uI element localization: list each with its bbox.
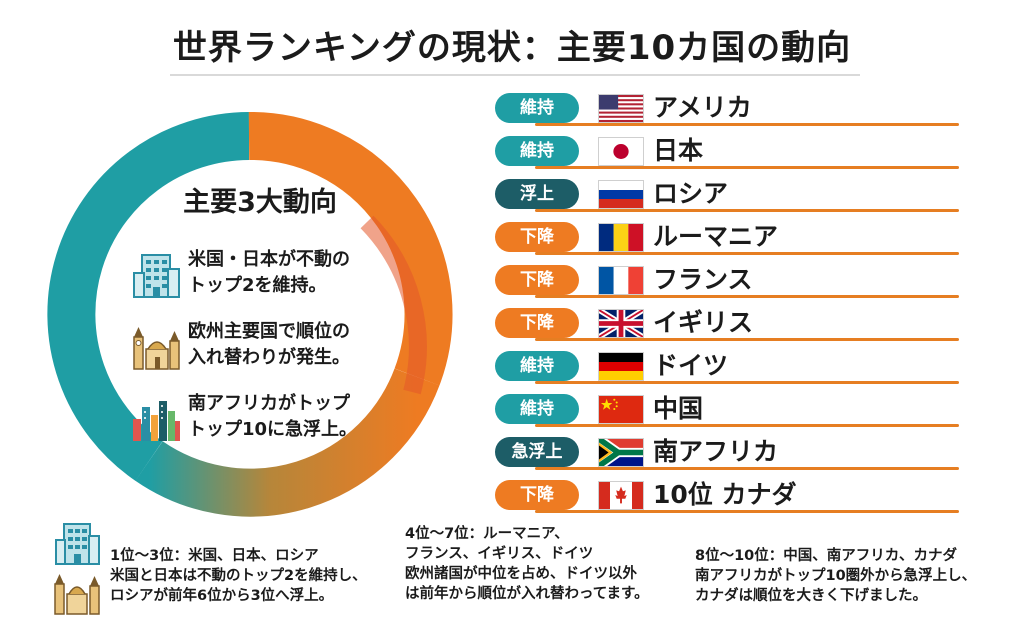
trend-item: 南アフリカがトップ トップ10に急浮上。 — [130, 391, 390, 457]
ranking-row: 下降 10位 カナダ — [495, 475, 965, 515]
country-name: ドイツ — [653, 351, 729, 380]
trend-text: 欧州主要国で順位の 入れ替わりが発生。 — [188, 321, 350, 368]
row-divider — [535, 467, 959, 470]
status-badge: 維持 — [495, 394, 579, 424]
country-name: 南アフリカ — [653, 437, 779, 466]
trend-text: 米国・日本が不動の トップ2を維持。 — [188, 249, 350, 296]
row-divider — [535, 166, 959, 169]
uk-flag-icon — [598, 309, 644, 338]
ranking-row: 下降 イギリス — [495, 303, 965, 343]
china-flag-icon — [598, 395, 644, 424]
trend-item: 米国・日本が不動の トップ2を維持。 — [130, 247, 390, 313]
country-name: ロシア — [653, 179, 729, 208]
row-divider — [535, 209, 959, 212]
germany-flag-icon — [598, 352, 644, 381]
donut-ring — [37, 102, 461, 526]
ranking-row: 下降 ルーマニア — [495, 217, 965, 257]
country-name: 中国 — [653, 394, 704, 423]
ranking-row: 維持 日本 — [495, 131, 965, 171]
country-name: 日本 — [653, 136, 704, 165]
note-ranks-1-3: 1位〜3位：米国、日本、ロシア 米国と日本は不動のトップ2を維持し、 ロシアが前… — [110, 548, 367, 604]
country-name: 10位 カナダ — [653, 480, 797, 509]
ranking-row: 維持 ドイツ — [495, 346, 965, 386]
status-badge: 下降 — [495, 265, 579, 295]
office-building-icon — [52, 520, 102, 566]
ranking-row: 急浮上 南アフリカ — [495, 432, 965, 472]
status-badge: 急浮上 — [495, 437, 579, 467]
office-building-icon — [130, 249, 182, 301]
status-badge: 維持 — [495, 136, 579, 166]
trend-text: 南アフリカがトップ トップ10に急浮上。 — [188, 393, 358, 440]
country-name: アメリカ — [653, 93, 752, 122]
south-africa-flag-icon — [598, 438, 644, 467]
country-name: ルーマニア — [653, 222, 779, 251]
ranking-row: 下降 フランス — [495, 260, 965, 300]
row-divider — [535, 123, 959, 126]
canada-flag-icon — [598, 481, 644, 510]
summary-title: 主要3大動向 — [183, 187, 337, 218]
row-divider — [535, 424, 959, 427]
row-divider — [535, 295, 959, 298]
status-badge: 下降 — [495, 222, 579, 252]
status-badge: 維持 — [495, 351, 579, 381]
european-landmarks-icon — [52, 570, 102, 616]
row-divider — [535, 510, 959, 513]
page-title: 世界ランキングの現状：主要10カ国の動向 — [172, 28, 852, 68]
usa-flag-icon — [598, 94, 644, 123]
row-divider — [535, 252, 959, 255]
romania-flag-icon — [598, 223, 644, 252]
european-landmarks-icon — [130, 321, 182, 373]
status-badge: 浮上 — [495, 179, 579, 209]
japan-flag-icon — [598, 137, 644, 166]
country-name: イギリス — [653, 308, 754, 337]
ranking-row: 維持 中国 — [495, 389, 965, 429]
trend-item: 欧州主要国で順位の 入れ替わりが発生。 — [130, 319, 390, 385]
status-badge: 維持 — [495, 93, 579, 123]
russia-flag-icon — [598, 180, 644, 209]
status-badge: 下降 — [495, 480, 579, 510]
status-badge: 下降 — [495, 308, 579, 338]
title-divider — [170, 74, 860, 76]
france-flag-icon — [598, 266, 644, 295]
row-divider — [535, 381, 959, 384]
city-skyline-icon — [130, 393, 182, 445]
row-divider — [535, 338, 959, 341]
note-ranks-4-7: 4位〜7位：ルーマニア、 フランス、イギリス、ドイツ 欧州諸国が中位を占め、ドイ… — [405, 526, 649, 602]
note-ranks-8-10: 8位〜10位：中国、南アフリカ、カナダ 南アフリカがトップ10圏外から急浮上し、… — [695, 548, 977, 604]
country-name: フランス — [653, 265, 753, 294]
summary-panel: 主要3大動向 米国・日本が不動の トップ2を維持。 — [130, 180, 390, 463]
ranking-row: 浮上 ロシア — [495, 174, 965, 214]
ranking-row: 維持 アメリカ — [495, 88, 965, 128]
